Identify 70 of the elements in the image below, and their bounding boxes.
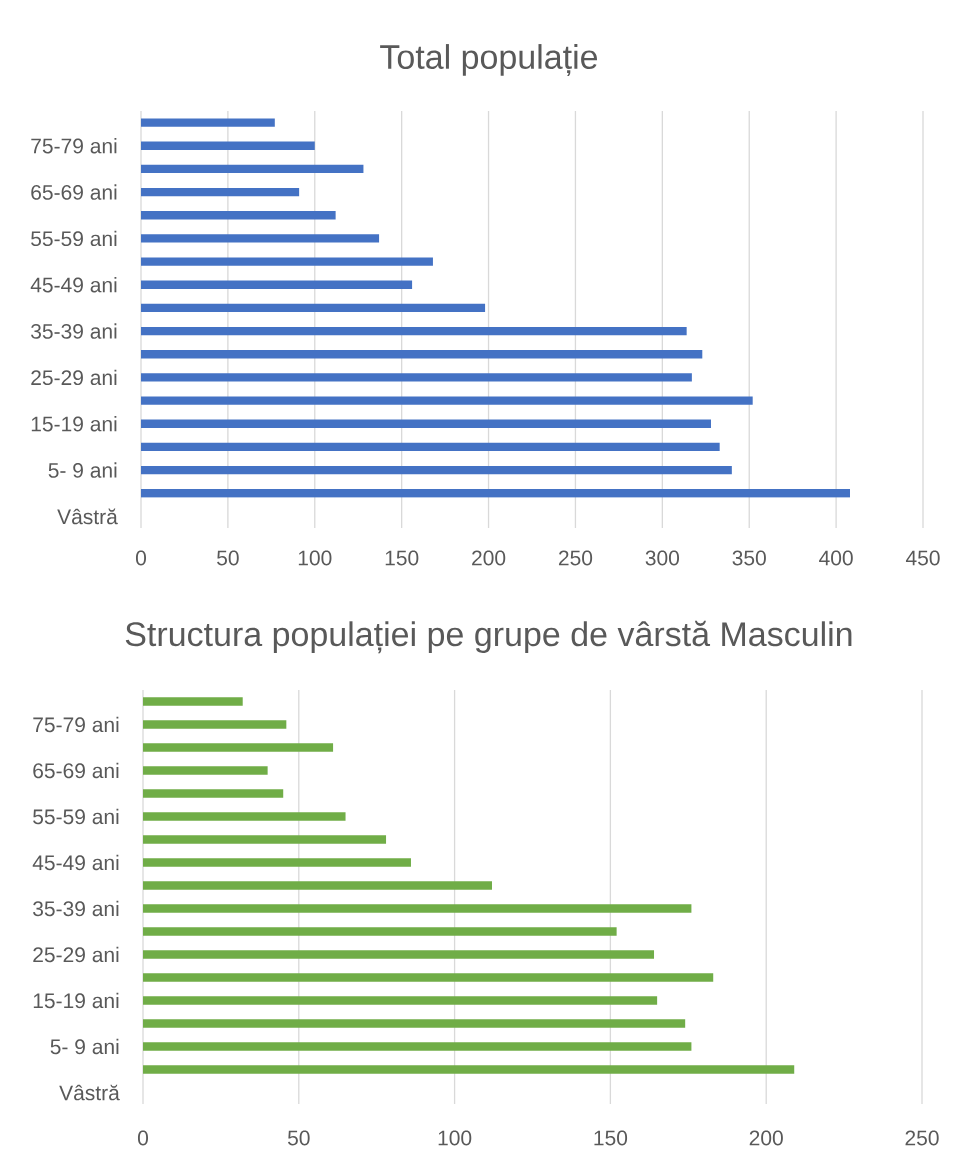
bar <box>141 280 413 289</box>
x-tick-label: 200 <box>749 1130 783 1146</box>
x-tick-label: 450 <box>905 550 940 566</box>
y-tick-label: 65-69 ani <box>33 762 119 779</box>
bar <box>141 419 711 428</box>
bar <box>143 835 387 844</box>
bar <box>141 396 753 405</box>
y-tick-label: 45-49 ani <box>32 854 119 871</box>
bar <box>143 1042 692 1051</box>
bar <box>143 812 346 821</box>
bar <box>143 858 411 867</box>
x-tick-label: 200 <box>472 550 506 566</box>
bar <box>143 720 287 729</box>
x-tick-label: 0 <box>137 1130 149 1146</box>
bar <box>143 950 655 959</box>
bar <box>141 326 687 336</box>
chart-title: Structura populației pe grupe de vârstă Masculin <box>125 620 852 654</box>
y-tick-label: 65-69 ani <box>31 184 117 200</box>
x-tick-label: 100 <box>298 550 332 566</box>
bar <box>143 904 692 913</box>
y-tick-label: 45-49 ani <box>30 277 117 293</box>
bar <box>143 1019 686 1028</box>
bar <box>141 489 851 498</box>
y-tick-label: 75-79 ani <box>31 138 117 154</box>
y-tick-label: 55-59 ani <box>31 230 117 247</box>
y-tick-label: 55-59 ani <box>33 808 119 825</box>
y-tick-label: 35-39 ani <box>31 323 117 339</box>
bar <box>141 187 300 197</box>
y-tick-label: Vâstră <box>57 508 118 525</box>
bar <box>141 234 380 243</box>
y-tick-label: 15-19 ani <box>31 416 117 432</box>
y-tick-label: 5- 9 ani <box>50 1038 119 1055</box>
y-tick-label: 75-79 ani <box>33 716 119 733</box>
bar <box>141 465 732 475</box>
x-tick-label: 250 <box>558 550 593 566</box>
bar <box>141 211 336 220</box>
bar <box>143 996 658 1005</box>
x-tick-label: 100 <box>438 1130 472 1146</box>
bar <box>143 789 284 798</box>
bar <box>141 442 720 452</box>
x-tick-label: 400 <box>819 550 853 566</box>
x-tick-label: 250 <box>905 1130 939 1146</box>
bar <box>141 257 433 266</box>
chart-title: Total populație <box>380 44 598 76</box>
bar <box>143 697 243 706</box>
y-tick-label: 25-29 ani <box>31 369 117 386</box>
x-tick-label: 150 <box>594 1130 628 1146</box>
bar <box>141 164 364 174</box>
bar <box>143 1065 795 1074</box>
y-tick-label: 35-39 ani <box>33 900 119 917</box>
x-tick-label: 300 <box>645 550 680 566</box>
x-tick-label: 0 <box>135 550 147 566</box>
bar <box>143 881 492 890</box>
bar <box>141 303 486 313</box>
bar <box>141 141 315 150</box>
y-tick-label: 25-29 ani <box>33 946 119 963</box>
bar <box>143 766 268 775</box>
bar <box>141 373 692 382</box>
bar <box>143 927 617 936</box>
bar <box>141 118 275 127</box>
y-tick-label: 5- 9 ani <box>48 462 117 478</box>
x-tick-label: 350 <box>732 550 766 566</box>
y-tick-label: Vâstră <box>59 1084 120 1101</box>
x-tick-label: 150 <box>385 550 419 566</box>
y-tick-label: 15-19 ani <box>33 992 119 1009</box>
bar <box>143 973 714 982</box>
x-tick-label: 50 <box>217 550 239 566</box>
bar <box>143 743 334 752</box>
x-tick-label: 50 <box>287 1130 310 1146</box>
bar <box>141 350 703 359</box>
